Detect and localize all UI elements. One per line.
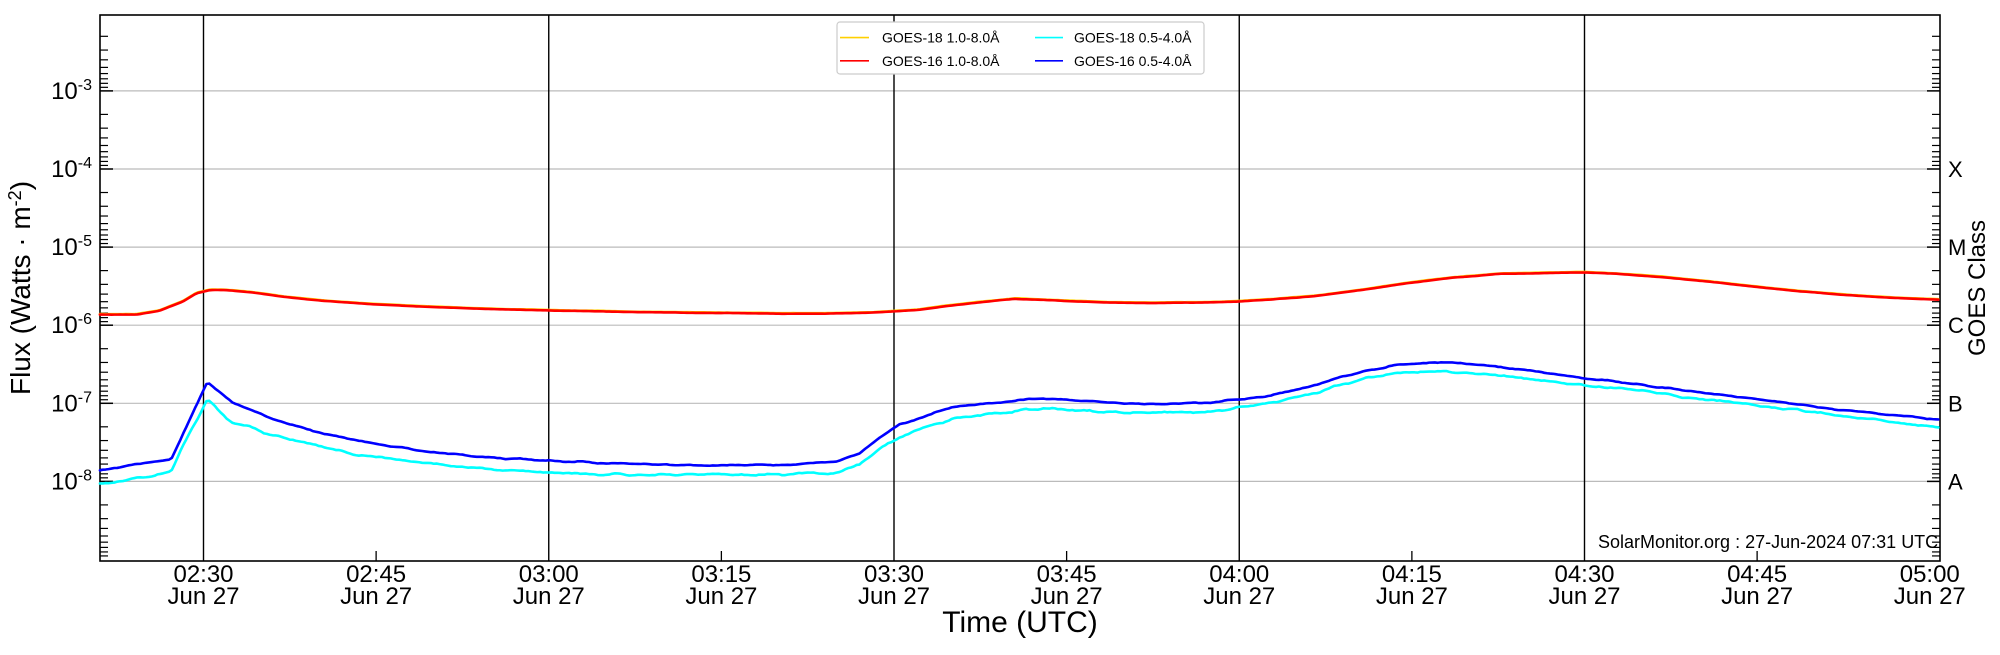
svg-text:Jun 27: Jun 27	[685, 583, 757, 610]
svg-text:Jun 27: Jun 27	[340, 583, 412, 610]
svg-text:Jun 27: Jun 27	[1721, 583, 1793, 610]
svg-text:Flux (Watts · m-2): Flux (Watts · m-2)	[5, 181, 36, 395]
svg-text:Jun 27: Jun 27	[513, 583, 585, 610]
svg-text:Jun 27: Jun 27	[1203, 583, 1275, 610]
svg-text:X: X	[1948, 157, 1963, 182]
svg-text:Jun 27: Jun 27	[167, 583, 239, 610]
svg-text:B: B	[1948, 391, 1963, 416]
svg-text:Jun 27: Jun 27	[858, 583, 930, 610]
svg-text:Jun 27: Jun 27	[1548, 583, 1620, 610]
svg-text:SolarMonitor.org : 27-Jun-2024: SolarMonitor.org : 27-Jun-2024 07:31 UTC	[1598, 532, 1938, 552]
svg-text:Jun 27: Jun 27	[1376, 583, 1448, 610]
svg-text:GOES Class: GOES Class	[1964, 220, 1991, 356]
svg-text:Jun 27: Jun 27	[1894, 583, 1966, 610]
svg-text:C: C	[1948, 313, 1964, 338]
svg-text:GOES-18 0.5-4.0Å: GOES-18 0.5-4.0Å	[1074, 30, 1192, 46]
svg-text:GOES-18 1.0-8.0Å: GOES-18 1.0-8.0Å	[882, 30, 1000, 46]
svg-text:Time (UTC): Time (UTC)	[942, 606, 1098, 639]
svg-text:A: A	[1948, 469, 1963, 494]
svg-text:GOES-16 1.0-8.0Å: GOES-16 1.0-8.0Å	[882, 53, 1000, 69]
svg-text:GOES-16 0.5-4.0Å: GOES-16 0.5-4.0Å	[1074, 53, 1192, 69]
